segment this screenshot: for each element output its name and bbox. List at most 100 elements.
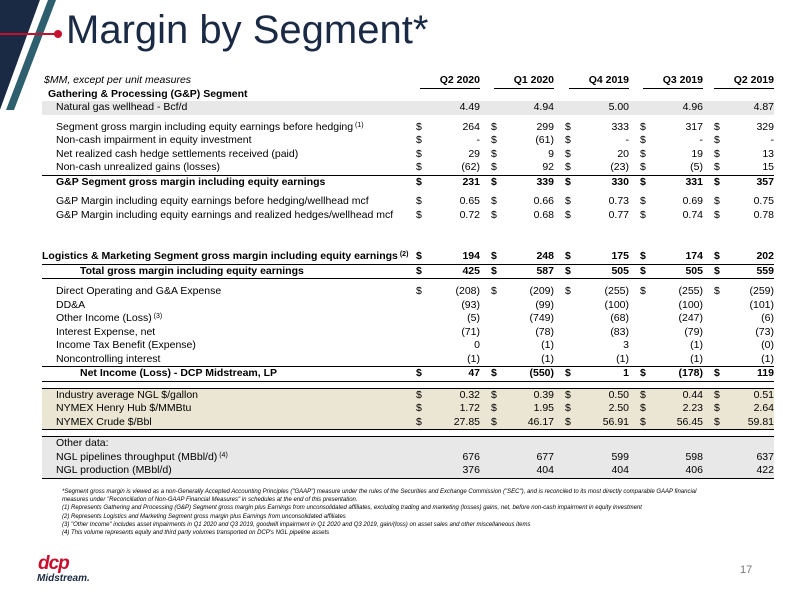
footnote-line: *Segment gross margin is viewed as a non… <box>62 489 697 495</box>
cell-value: (6) <box>761 312 774 324</box>
currency-symbol: $ <box>714 264 720 277</box>
cell-value: (1) <box>467 352 480 365</box>
cell-value: 0.77 <box>608 208 629 221</box>
cell-value: 3 <box>623 339 629 351</box>
table-row: Noncontrolling interest (1) (1) (1) (1) (1) <box>42 352 774 367</box>
currency-symbol: $ <box>714 120 720 133</box>
currency-symbol: $ <box>714 134 720 146</box>
currency-symbol: $ <box>714 415 720 428</box>
cell-value: (1) <box>616 352 629 365</box>
currency-symbol: $ <box>416 285 422 297</box>
row-label: DD&A <box>56 298 86 311</box>
cell-value: 0.65 <box>459 195 480 207</box>
cell-value: 339 <box>536 175 554 188</box>
cell-value: (0) <box>761 339 774 351</box>
cell-value: 0.69 <box>682 195 703 207</box>
currency-symbol: $ <box>491 147 497 160</box>
cell-value: 422 <box>756 464 774 476</box>
row-label: Gathering & Processing (G&P) Segment <box>48 87 248 100</box>
cell-value: 264 <box>462 120 480 133</box>
table-header-row: $MM, except per unit measures Q2 2020 Q1 2… <box>42 74 774 89</box>
cell-value: 406 <box>685 464 703 476</box>
cell-value: 357 <box>756 175 774 188</box>
cell-value: 559 <box>756 264 774 277</box>
cell-value: 29 <box>468 147 480 160</box>
footnote-marker: (2) <box>397 251 409 258</box>
currency-symbol: $ <box>416 367 422 379</box>
cell-value: (78) <box>535 325 554 338</box>
cell-value: 0.74 <box>682 208 703 221</box>
currency-symbol: $ <box>565 285 571 297</box>
cell-value: 4.96 <box>682 101 703 113</box>
cell-value: 5.00 <box>608 101 629 113</box>
cell-value: 0.73 <box>608 195 629 207</box>
table-row: NGL pipelines throughput (MBbl/d) (4) 676… <box>42 450 774 464</box>
cell-value: 9 <box>548 147 554 160</box>
currency-symbol: $ <box>640 120 646 133</box>
column-header: Q2 2020 <box>420 74 480 89</box>
currency-symbol: $ <box>640 264 646 277</box>
currency-symbol: $ <box>491 415 497 428</box>
cell-value: 0.75 <box>753 195 774 207</box>
cell-value: 333 <box>611 120 629 133</box>
column-header: Q4 2019 <box>569 74 629 89</box>
cell-value: 0.51 <box>753 388 774 401</box>
currency-symbol: $ <box>640 285 646 297</box>
cell-value: (1) <box>690 339 703 351</box>
currency-symbol: $ <box>714 388 720 401</box>
cell-value: - <box>770 134 775 146</box>
currency-symbol: $ <box>640 415 646 428</box>
currency-symbol: $ <box>416 250 422 262</box>
currency-symbol: $ <box>565 175 571 188</box>
footnotes: *Segment gross margin is viewed as a non… <box>62 488 782 537</box>
row-label: Non-cash unrealized gains (losses) <box>56 161 220 173</box>
currency-symbol: $ <box>714 402 720 414</box>
currency-symbol: $ <box>565 367 571 379</box>
cell-value: 2.64 <box>753 402 774 414</box>
currency-symbol: $ <box>491 208 497 221</box>
row-label: Income Tax Benefit (Expense) <box>56 339 196 351</box>
currency-symbol: $ <box>416 161 422 173</box>
currency-symbol: $ <box>565 402 571 414</box>
cell-value: (209) <box>529 285 554 297</box>
row-label: NYMEX Crude $/Bbl <box>56 415 152 428</box>
cell-value: (68) <box>610 312 629 324</box>
cell-value: 587 <box>536 264 554 277</box>
cell-value: 56.91 <box>602 415 629 428</box>
currency-symbol: $ <box>714 285 720 297</box>
cell-value: 13 <box>762 147 774 160</box>
row-label: Net realized cash hedge settlements rece… <box>56 147 299 160</box>
currency-symbol: $ <box>640 388 646 401</box>
currency-symbol: $ <box>565 195 571 207</box>
table-row: G&P Margin including equity earnings and… <box>42 209 774 223</box>
table-row: NYMEX Henry Hub $/MMBtu $1.72 $1.95 $2.50 $2… <box>42 402 774 416</box>
corner-decoration <box>0 0 56 110</box>
cell-value: (23) <box>610 161 629 173</box>
table-row: Income Tax Benefit (Expense) 0 (1) 3 (1) (0) <box>42 339 774 353</box>
cell-value: 56.45 <box>676 415 703 428</box>
cell-value: 0.32 <box>459 388 480 401</box>
column-header: Q2 2019 <box>714 74 774 89</box>
cell-value: 404 <box>611 464 629 476</box>
table-row: G&P Segment gross margin including equit… <box>42 176 774 190</box>
table-row: G&P Margin including equity earnings bef… <box>42 195 774 209</box>
cell-value: (83) <box>610 325 629 338</box>
cell-value: (1) <box>541 352 554 365</box>
currency-symbol: $ <box>491 402 497 414</box>
currency-symbol: $ <box>714 208 720 221</box>
table-row: Net realized cash hedge settlements rece… <box>42 148 774 162</box>
currency-symbol: $ <box>416 415 422 428</box>
currency-symbol: $ <box>565 264 571 277</box>
currency-symbol: $ <box>640 402 646 414</box>
row-label: Natural gas wellhead - Bcf/d <box>56 101 188 113</box>
cell-value: (5) <box>690 161 703 173</box>
row-label: NGL pipelines throughput (MBbl/d) (4) <box>56 450 228 463</box>
cell-value: 46.17 <box>527 415 554 428</box>
table-row: Logistics & Marketing Segment gross marg… <box>42 250 774 265</box>
svg-text:dcp: dcp <box>38 553 69 574</box>
currency-symbol: $ <box>416 402 422 414</box>
cell-value: 0.78 <box>753 208 774 221</box>
currency-symbol: $ <box>491 161 497 173</box>
currency-symbol: $ <box>416 147 422 160</box>
table-row: Industry average NGL $/gallon $0.32 $0.39 $… <box>42 387 774 402</box>
